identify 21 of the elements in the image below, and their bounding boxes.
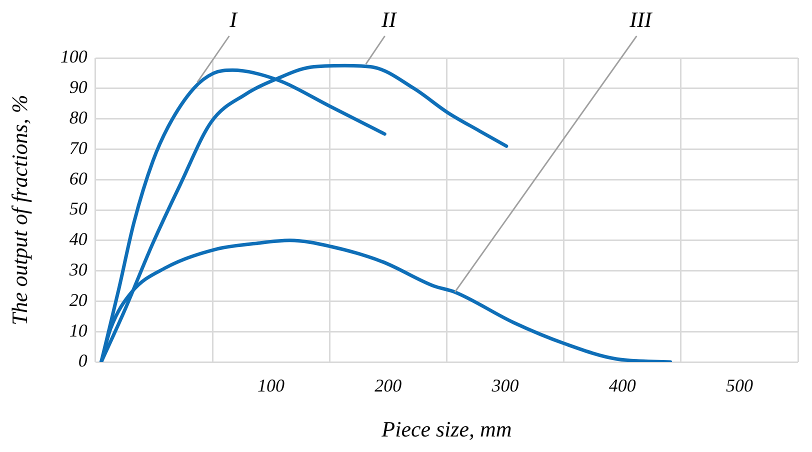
y-tick-label: 0 — [78, 350, 88, 371]
x-tick-label: 400 — [608, 376, 636, 396]
annotation: I — [228, 6, 239, 32]
annotation: II — [380, 6, 398, 32]
y-tick-label: 40 — [69, 229, 88, 250]
y-tick-label: 90 — [69, 77, 88, 98]
x-tick-label: 500 — [726, 376, 753, 396]
x-tick-label: 300 — [490, 376, 519, 396]
y-tick-label: 20 — [69, 290, 88, 310]
y-tick-label: 50 — [69, 198, 88, 219]
y-tick-label: 10 — [69, 320, 88, 340]
y-tick-label: 70 — [69, 138, 88, 158]
x-axis-title: Piece size, mm — [380, 416, 512, 442]
annotation: III — [628, 6, 654, 32]
y-tick-label: 60 — [69, 168, 88, 188]
x-tick-label: 200 — [374, 376, 402, 396]
y-tick-label: 80 — [69, 108, 88, 128]
x-tick-label: 100 — [258, 376, 285, 396]
y-axis-title: The output of fractions, % — [6, 94, 32, 326]
y-tick-label: 30 — [68, 260, 88, 280]
y-tick-label: 100 — [60, 46, 88, 67]
